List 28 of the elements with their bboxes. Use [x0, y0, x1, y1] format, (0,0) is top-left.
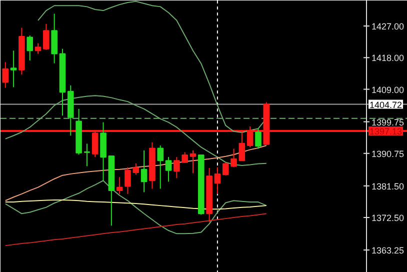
- candlestick: [51, 13, 58, 64]
- y-tick-label: 1427.00: [372, 22, 404, 32]
- candlestick: [100, 122, 106, 182]
- candlestick: [43, 23, 50, 50]
- candlestick: [26, 34, 34, 61]
- y-tick-label: 1399.75: [372, 117, 404, 128]
- y-tick-label: 1363.25: [372, 246, 404, 256]
- candlestick: [2, 62, 9, 88]
- candlestick: [34, 42, 42, 54]
- candlestick: [83, 143, 91, 167]
- ref-line-label: 1404.72: [370, 100, 402, 110]
- line-series: [4, 180, 267, 234]
- candlestick: [157, 144, 164, 190]
- candlestick: [165, 156, 172, 182]
- line-series: [4, 213, 267, 246]
- candlestick: [140, 150, 148, 193]
- ref-line-label: 1397.13: [370, 126, 402, 136]
- y-tick-label: 1390.75: [372, 148, 404, 159]
- y-tick-label: 1418.00: [372, 53, 404, 64]
- y-tick-label: 1381.50: [372, 181, 404, 192]
- candlestick: [10, 50, 17, 88]
- candlestick: [255, 128, 262, 150]
- candlestick: [214, 166, 221, 194]
- y-tick-label: 1372.50: [372, 213, 404, 224]
- y-tick-label: 1409.00: [372, 84, 404, 95]
- line-series: [4, 199, 267, 210]
- candlestick: [116, 176, 123, 194]
- candlestick: [190, 150, 196, 174]
